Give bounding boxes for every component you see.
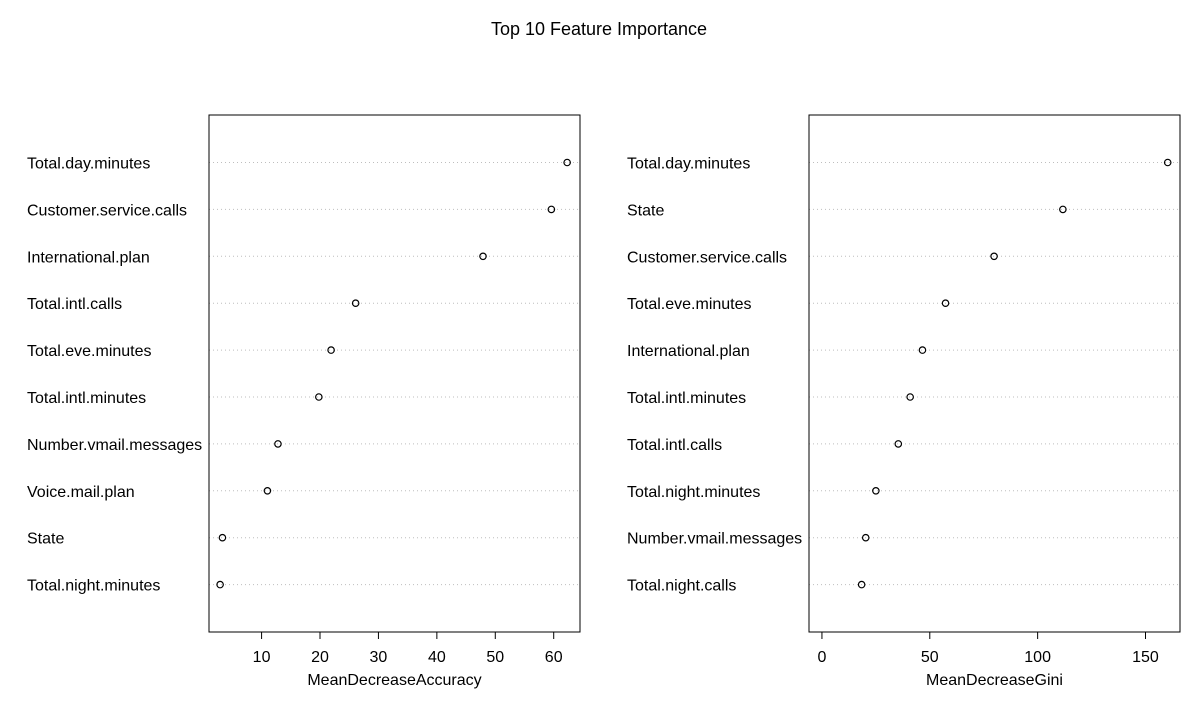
category-label: Total.day.minutes xyxy=(27,156,150,173)
category-label: Total.intl.calls xyxy=(627,437,722,454)
x-tick-label: 40 xyxy=(428,649,446,666)
category-label: Total.intl.minutes xyxy=(27,390,146,407)
data-point xyxy=(894,440,903,448)
x-axis-label: MeanDecreaseAccuracy xyxy=(307,672,481,689)
data-point xyxy=(218,533,227,542)
data-point xyxy=(918,346,927,354)
data-point xyxy=(941,299,950,308)
data-point xyxy=(1059,205,1067,214)
data-point xyxy=(315,393,323,401)
category-label: Total.night.minutes xyxy=(27,578,160,595)
data-point xyxy=(990,252,998,261)
data-point xyxy=(351,299,360,308)
x-tick-label: 100 xyxy=(1024,649,1051,666)
x-tick-label: 0 xyxy=(817,649,826,666)
x-tick-label: 150 xyxy=(1132,649,1159,666)
x-tick-label: 10 xyxy=(253,649,271,666)
category-label: Total.eve.minutes xyxy=(27,343,152,360)
category-label: Total.intl.calls xyxy=(27,296,122,313)
category-label: Total.day.minutes xyxy=(627,156,750,173)
plot-frame xyxy=(208,114,581,633)
category-label: State xyxy=(627,202,664,219)
category-label: Total.night.calls xyxy=(627,578,736,595)
data-point xyxy=(563,158,571,167)
data-point xyxy=(274,440,282,448)
accuracy-panel: Total.day.minutes Customer.service.calls I… xyxy=(27,114,581,689)
data-point xyxy=(872,486,880,495)
category-label: Total.intl.minutes xyxy=(627,390,746,407)
category-label: Number.vmail.messages xyxy=(27,437,202,454)
chart-title: Top 10 Feature Importance xyxy=(491,19,707,39)
category-label: Number.vmail.messages xyxy=(627,531,802,548)
data-point xyxy=(861,533,870,542)
gini-panel: Total.day.minutes State Customer.service.c… xyxy=(627,114,1181,689)
category-label: International.plan xyxy=(27,249,150,266)
data-point xyxy=(1163,158,1172,167)
data-point xyxy=(906,393,914,401)
data-point xyxy=(327,346,335,354)
category-label: State xyxy=(27,531,64,548)
category-label: Voice.mail.plan xyxy=(27,484,135,501)
x-tick-label: 50 xyxy=(486,649,504,666)
data-point xyxy=(857,580,866,589)
x-tick-label: 50 xyxy=(921,649,939,666)
data-point xyxy=(216,580,224,589)
x-tick-label: 30 xyxy=(370,649,388,666)
x-axis-label: MeanDecreaseGini xyxy=(926,672,1063,689)
data-point xyxy=(479,252,487,261)
data-point xyxy=(547,205,556,214)
data-point xyxy=(263,486,272,495)
category-label: Total.night.minutes xyxy=(627,484,760,501)
x-tick-label: 20 xyxy=(311,649,329,666)
plot-frame xyxy=(808,114,1181,633)
category-label: Customer.service.calls xyxy=(27,202,187,219)
category-label: International.plan xyxy=(627,343,750,360)
category-label: Customer.service.calls xyxy=(627,249,787,266)
x-tick-label: 60 xyxy=(545,649,563,666)
category-label: Total.eve.minutes xyxy=(627,296,752,313)
